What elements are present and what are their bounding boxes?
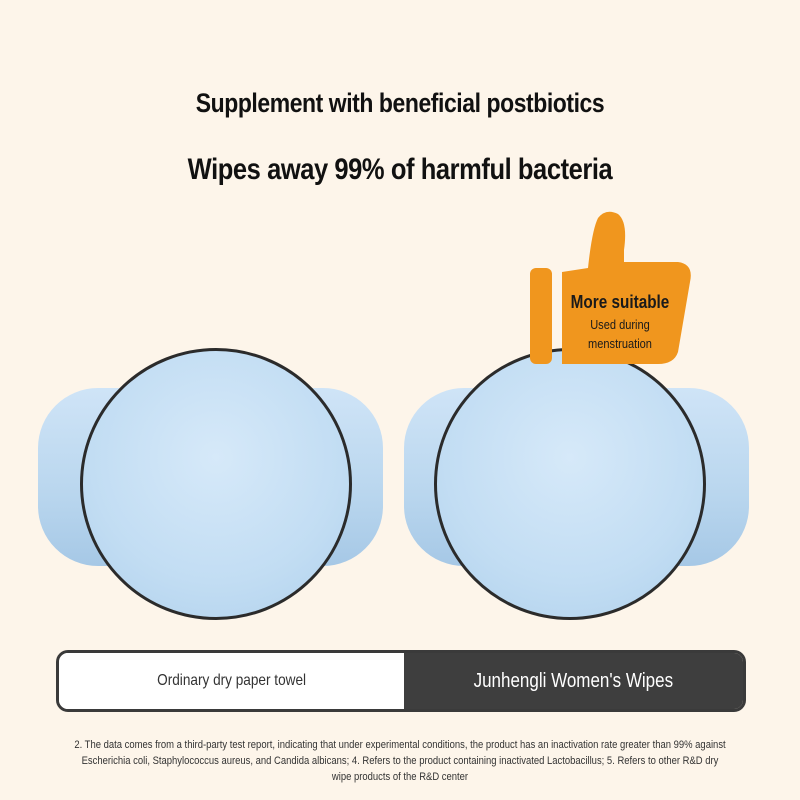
wipes-closeup-circle xyxy=(434,348,706,620)
headline-bacteria: Wipes away 99% of harmful bacteria xyxy=(187,153,613,186)
footnote: 2. The data comes from a third-party tes… xyxy=(74,739,726,783)
comparison-right: Junhengli Women's Wipes xyxy=(404,653,743,709)
paper-towel-label: Ordinary dry paper towel xyxy=(157,672,306,689)
comparison-left: Ordinary dry paper towel xyxy=(59,653,404,709)
badge-subtitle-2: menstruation xyxy=(588,336,652,351)
wipes-label: Junhengli Women's Wipes xyxy=(473,669,674,692)
headline-postbiotics: Supplement with beneficial postbiotics xyxy=(195,88,605,118)
badge-subtitle-1: Used during xyxy=(590,317,650,332)
thumbs-up-icon xyxy=(530,211,691,364)
badge-title: More suitable xyxy=(570,292,670,312)
comparison-bar: Ordinary dry paper towel Junhengli Women… xyxy=(56,650,746,712)
paper-towel-closeup-circle xyxy=(80,348,352,620)
